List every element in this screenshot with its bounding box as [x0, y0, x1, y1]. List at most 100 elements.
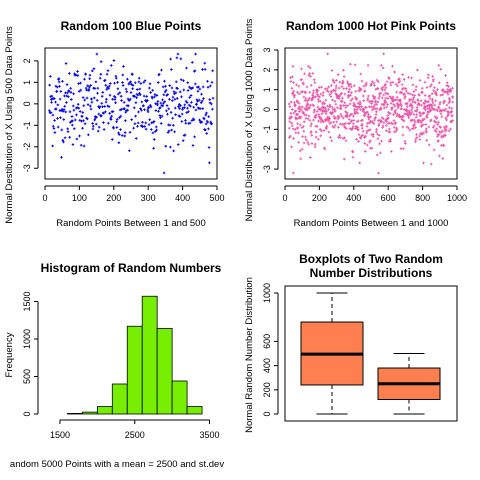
data-point [183, 133, 187, 137]
data-point [171, 116, 174, 120]
data-point [121, 84, 125, 87]
data-point [147, 123, 151, 126]
data-point [417, 93, 421, 97]
data-point [445, 84, 449, 87]
data-point [60, 156, 63, 159]
data-point [342, 75, 346, 78]
data-point [396, 112, 399, 116]
data-point [375, 128, 378, 131]
y-tick-label: 2 [22, 58, 32, 63]
data-point [315, 90, 319, 94]
data-point [201, 68, 204, 71]
data-point [121, 81, 124, 84]
data-point [172, 149, 175, 153]
data-point [125, 90, 129, 94]
data-point [306, 140, 309, 144]
data-point [394, 121, 397, 124]
data-point [433, 115, 437, 118]
data-point [107, 121, 110, 125]
data-point [428, 97, 432, 101]
data-point [167, 107, 171, 111]
data-point [435, 127, 439, 131]
data-point [372, 97, 376, 101]
data-point [69, 86, 72, 90]
data-point [351, 97, 354, 101]
data-point [400, 91, 404, 95]
data-point [363, 114, 367, 117]
data-point [168, 123, 172, 127]
data-point [397, 103, 401, 107]
data-point [357, 140, 360, 143]
data-point [390, 150, 393, 153]
y-tick-label: 1 [262, 87, 272, 92]
data-point [103, 78, 107, 82]
data-point [381, 124, 385, 128]
data-point [293, 128, 297, 131]
data-point [334, 102, 338, 106]
data-point [290, 121, 294, 125]
data-point [442, 135, 445, 138]
data-point [59, 116, 62, 119]
data-point [415, 113, 419, 116]
data-point [353, 109, 357, 113]
data-point [424, 108, 427, 112]
data-point [400, 118, 404, 121]
data-point [204, 128, 207, 132]
data-point [116, 81, 119, 84]
data-point [113, 98, 117, 101]
data-point [312, 104, 316, 107]
data-point [340, 91, 343, 95]
data-point [162, 171, 166, 175]
data-point [370, 102, 373, 105]
data-point [292, 111, 296, 115]
data-point [425, 138, 429, 142]
data-point [362, 84, 366, 88]
data-point [89, 104, 92, 108]
data-point [434, 99, 437, 103]
data-point [329, 95, 333, 98]
data-point [130, 82, 133, 86]
data-point [451, 100, 455, 104]
data-point [310, 122, 313, 126]
data-point [151, 89, 154, 92]
data-point [179, 104, 182, 107]
data-point [373, 96, 377, 99]
blue-scatter-plot-box [44, 47, 218, 180]
data-point [102, 121, 105, 124]
data-point [291, 91, 295, 95]
data-point [157, 110, 160, 113]
data-point [307, 98, 310, 102]
data-point [401, 73, 404, 76]
data-point [306, 117, 310, 120]
data-point [291, 75, 294, 79]
data-point [336, 73, 340, 76]
data-point [129, 80, 132, 84]
data-point [96, 86, 100, 90]
data-point [153, 130, 157, 133]
data-point [444, 107, 448, 111]
data-point [376, 100, 380, 104]
data-point [124, 119, 127, 122]
data-point [354, 112, 357, 115]
data-point [119, 94, 123, 98]
x-tick-label: 0 [282, 193, 287, 203]
data-point [143, 79, 147, 82]
data-point [363, 89, 367, 93]
data-point [368, 128, 372, 132]
data-point [371, 80, 374, 83]
data-point [419, 113, 423, 117]
data-point [356, 119, 360, 123]
y-tick-label: 2 [262, 67, 272, 72]
data-point [345, 87, 348, 90]
data-point [391, 95, 395, 99]
data-point [425, 86, 429, 89]
data-point [134, 114, 137, 118]
data-point [351, 155, 355, 159]
data-point [156, 103, 159, 107]
data-point [142, 94, 146, 98]
data-point [412, 123, 416, 126]
data-point [419, 132, 422, 136]
data-point [428, 106, 431, 110]
data-point [118, 108, 122, 112]
data-point [444, 134, 447, 137]
